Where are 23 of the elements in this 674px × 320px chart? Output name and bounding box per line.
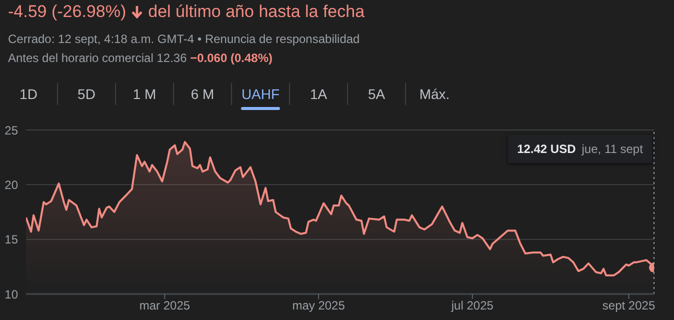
y-tick-label: 10 <box>4 287 18 302</box>
y-tick-label: 20 <box>4 178 18 192</box>
x-tick-label: may 2025 <box>292 298 346 313</box>
y-tick-label: 25 <box>4 123 18 138</box>
x-tick-label: sept 2025 <box>602 298 656 313</box>
y-tick-label: 15 <box>4 232 18 247</box>
text: 5D <box>57 83 115 105</box>
text: del último año hasta la fecha <box>148 2 365 22</box>
text: 6 M <box>173 83 231 105</box>
text: −0.060 (0.48%) <box>190 51 272 65</box>
text: 1 M <box>115 83 173 105</box>
text: 1A <box>289 83 347 105</box>
text: 1D <box>18 85 38 104</box>
text: Cerrado: 12 sept, 4:18 a.m. GMT-4 • Renuncia de responsabilidad <box>8 32 360 46</box>
annotation: jue, 11 sept <box>582 142 643 156</box>
text: 5A <box>347 83 405 105</box>
text: Máx. <box>405 83 463 105</box>
text: Antes del horario comercial 12.36 <box>8 51 187 65</box>
chart-title: -4.59 (-26.98%) <box>8 2 126 22</box>
text: UAHF <box>231 83 289 105</box>
annotation: 12.42 USD <box>517 142 576 156</box>
x-tick-label: mar 2025 <box>139 298 190 313</box>
x-tick-label: jul 2025 <box>450 298 494 313</box>
